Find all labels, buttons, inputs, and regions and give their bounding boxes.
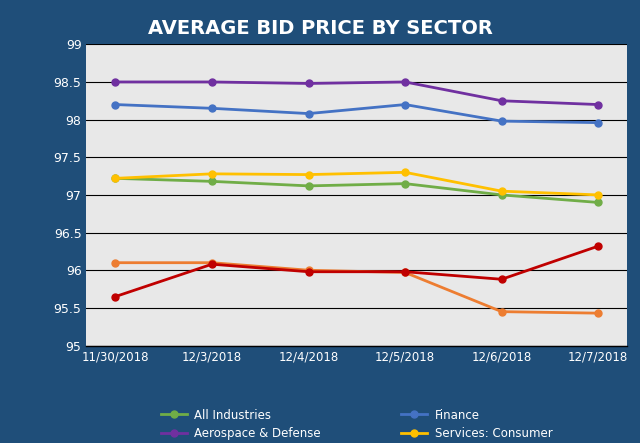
All Industries	[208, 179, 216, 184]
All Industries	[498, 192, 506, 198]
Line: Services: Consumer: Services: Consumer	[112, 169, 602, 198]
Wholesale	[401, 269, 409, 274]
All Industries	[401, 181, 409, 186]
All Industries	[595, 200, 602, 205]
Consumer Goods: Non-Durable: (1, 96.1): Non-Durable: (1, 96.1)	[208, 260, 216, 265]
Consumer Goods: Non-Durable: (0, 96.1): Non-Durable: (0, 96.1)	[111, 260, 119, 265]
Services: Consumer: (4, 97): Consumer: (4, 97)	[498, 188, 506, 194]
Consumer Goods: Non-Durable: (5, 95.4): Non-Durable: (5, 95.4)	[595, 311, 602, 316]
Line: Aerospace & Defense: Aerospace & Defense	[112, 78, 602, 108]
Aerospace & Defense	[305, 81, 312, 86]
Services: Consumer: (3, 97.3): Consumer: (3, 97.3)	[401, 170, 409, 175]
Finance	[111, 102, 119, 107]
Finance	[498, 118, 506, 124]
Line: Wholesale: Wholesale	[112, 243, 602, 300]
Services: Consumer: (1, 97.3): Consumer: (1, 97.3)	[208, 171, 216, 176]
Aerospace & Defense	[595, 102, 602, 107]
Wholesale	[208, 261, 216, 267]
Wholesale	[111, 294, 119, 299]
Text: AVERAGE BID PRICE BY SECTOR: AVERAGE BID PRICE BY SECTOR	[148, 19, 492, 38]
Line: Finance: Finance	[112, 101, 602, 126]
Consumer Goods: Non-Durable: (4, 95.5): Non-Durable: (4, 95.5)	[498, 309, 506, 314]
All Industries	[111, 176, 119, 181]
Line: All Industries: All Industries	[112, 175, 602, 206]
Consumer Goods: Non-Durable: (3, 96): Non-Durable: (3, 96)	[401, 270, 409, 275]
Finance	[595, 120, 602, 125]
Services: Consumer: (0, 97.2): Consumer: (0, 97.2)	[111, 176, 119, 181]
Finance	[305, 111, 312, 116]
Services: Consumer: (5, 97): Consumer: (5, 97)	[595, 192, 602, 198]
Wholesale	[305, 269, 312, 274]
Wholesale	[595, 244, 602, 249]
All Industries	[305, 183, 312, 189]
Aerospace & Defense	[401, 79, 409, 85]
Finance	[401, 102, 409, 107]
Consumer Goods: Non-Durable: (2, 96): Non-Durable: (2, 96)	[305, 268, 312, 273]
Line: Consumer Goods: Non-Durable: Consumer Goods: Non-Durable	[112, 259, 602, 317]
Finance	[208, 105, 216, 111]
Wholesale	[498, 276, 506, 282]
Legend: All Industries, Aerospace & Defense, Consumer Goods: Non-Durable, Finance, Servi: All Industries, Aerospace & Defense, Con…	[156, 403, 558, 443]
Aerospace & Defense	[111, 79, 119, 85]
Aerospace & Defense	[208, 79, 216, 85]
Aerospace & Defense	[498, 98, 506, 103]
Services: Consumer: (2, 97.3): Consumer: (2, 97.3)	[305, 172, 312, 177]
